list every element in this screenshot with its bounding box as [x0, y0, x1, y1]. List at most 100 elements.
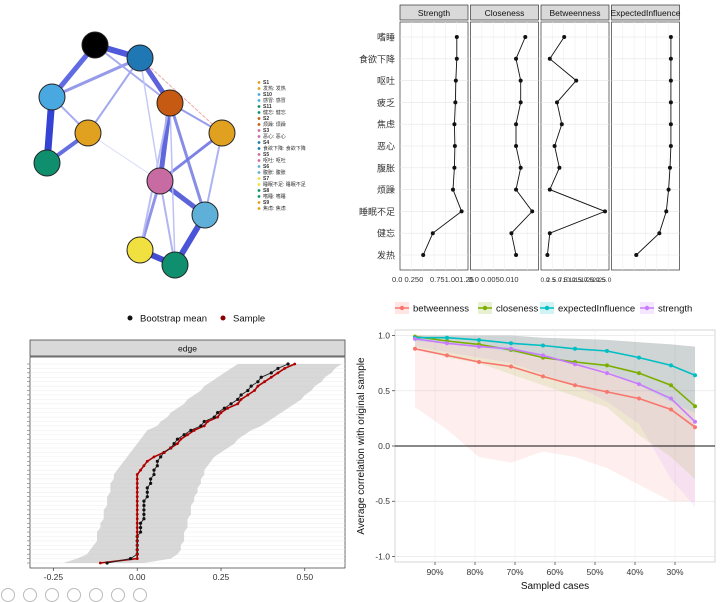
stability-point-closeness-8 — [669, 383, 673, 388]
stability-point-strength-9 — [693, 419, 697, 424]
sample-point-18 — [135, 482, 139, 485]
centrality-point-Strength-5 — [452, 144, 457, 148]
back-icon[interactable] — [45, 588, 59, 602]
x-tick-label-betweenness-1: 2.5 — [546, 277, 555, 284]
bootstrap-mean-point-12 — [142, 508, 146, 512]
sample-point-24 — [152, 455, 156, 459]
facet-title-2: Betweenness — [549, 8, 600, 18]
bootstrap-mean-point-18 — [149, 481, 153, 485]
x-tick-label-2: 70% — [506, 567, 523, 577]
play-icon[interactable] — [23, 588, 37, 602]
x-tick-label-betweenness-2: 5.0 — [552, 277, 561, 284]
y-axis-label: Average correlation with original sample — [356, 357, 367, 535]
legend-text-21: 焦虑: 焦虑 — [263, 205, 286, 212]
x-tick-label-betweenness-5: 12.5 — [569, 277, 582, 284]
x-tick-label-1: 0.00 — [129, 572, 146, 582]
centrality-point-ExpectedInfluence-9 — [657, 231, 662, 236]
legend-dot-1 — [257, 87, 261, 90]
legend-dot-6 — [257, 117, 261, 120]
sample-point-27 — [176, 442, 179, 445]
zoom-icon[interactable] — [111, 588, 125, 602]
legend-text-8: S3 — [263, 128, 269, 134]
x-tick-label-5: 40% — [626, 567, 643, 577]
facet-strip-edge — [29, 339, 346, 357]
centrality-point-Closeness-10 — [514, 253, 519, 257]
legend-key-dot-closeness — [482, 305, 488, 311]
legend-text-6: S2 — [263, 116, 269, 122]
cursor-icon[interactable] — [1, 588, 15, 602]
legend-dot-9 — [257, 135, 261, 138]
sample-point-33 — [216, 415, 220, 419]
network-edge-6 — [87, 57, 141, 134]
centrality-point-Strength-3 — [453, 100, 458, 105]
legend-text-17: 睡眠不足: 睡眠不足 — [263, 181, 306, 188]
legend-key-dot-strength — [644, 305, 650, 311]
bootstrap-mean-point-32 — [202, 419, 206, 424]
sample-point-13 — [135, 504, 139, 507]
bootstrap-mean-point-9 — [138, 521, 143, 525]
y-tick-label-8: 睡眠不足 — [359, 206, 395, 217]
legend-dot-15 — [257, 171, 261, 174]
copy-icon[interactable] — [89, 588, 103, 602]
stability-band-closeness — [415, 335, 695, 480]
network-edge-19 — [139, 57, 161, 182]
bootstrap-mean-point-16 — [145, 490, 149, 494]
bootstrap-mean-point-19 — [149, 477, 153, 481]
legend-dot-3 — [257, 99, 261, 102]
stability-point-betweenness-4 — [541, 374, 545, 379]
legend-text-11: 食欲下降: 食欲下降 — [263, 145, 306, 152]
stability-point-betweenness-3 — [509, 364, 513, 369]
legend-key-dot-expectedInfluence — [544, 305, 550, 311]
legend-dot-21 — [257, 207, 261, 210]
centrality-point-ExpectedInfluence-8 — [664, 209, 669, 214]
centrality-point-ExpectedInfluence-6 — [667, 165, 672, 170]
sample-point-30 — [192, 428, 196, 432]
stability-line-betweenness — [414, 348, 696, 428]
x-tick-label-betweenness-6: 15.0 — [575, 277, 588, 284]
centrality-point-Betweenness-5 — [552, 144, 557, 148]
sample-point-28 — [179, 437, 183, 441]
bootstrap-mean-point-44 — [276, 366, 280, 371]
stability-point-strength-0 — [413, 336, 417, 341]
legend-dot-11 — [257, 147, 261, 150]
bootstrap-mean-point-0 — [105, 561, 109, 565]
legend-text-14: S6 — [263, 164, 269, 170]
more-icon[interactable] — [133, 588, 147, 602]
stability-point-strength-4 — [541, 353, 545, 358]
sample-point-26 — [169, 446, 173, 450]
stability-point-betweenness-5 — [573, 383, 577, 388]
sample-point-22 — [142, 464, 146, 468]
sample-point-7 — [135, 530, 139, 534]
facet-title-3: ExpectedInfluence — [611, 8, 681, 18]
facet-strip-2 — [540, 4, 610, 21]
bootstrap-mean-point-42 — [259, 375, 263, 379]
bootstrap-mean-point-27 — [172, 442, 176, 446]
bootstrap-mean-point-38 — [239, 393, 243, 397]
y-tick-label-3: -0.5 — [375, 496, 390, 506]
bootstrap-mean-point-10 — [142, 517, 146, 521]
legend-text-0: S1 — [263, 80, 269, 86]
bootstrap-mean-point-31 — [199, 424, 203, 428]
centrality-point-ExpectedInfluence-1 — [668, 56, 673, 61]
legend-text-16: S7 — [263, 176, 269, 182]
stability-point-expectedInfluence-1 — [445, 335, 449, 340]
centrality-point-Betweenness-4 — [559, 122, 564, 127]
legend-label-sample: Sample — [233, 314, 265, 325]
legend-dot-17 — [257, 183, 261, 186]
pen-icon[interactable] — [67, 588, 81, 602]
stability-point-expectedInfluence-4 — [541, 343, 545, 348]
bootstrap-mean-point-33 — [212, 415, 216, 419]
bootstrap-ci-band — [63, 364, 342, 563]
bootstrap-mean-point-29 — [182, 433, 186, 437]
centrality-point-Betweenness-9 — [547, 231, 552, 236]
legend-dot-16 — [257, 177, 261, 180]
legend-dot-5 — [257, 111, 261, 114]
legend-label-strength: strength — [658, 304, 692, 315]
legend-label-bootstrap: Bootstrap mean — [140, 314, 207, 325]
network-node-11 — [161, 251, 189, 279]
x-tick-label-betweenness-3: 7.5 — [558, 277, 567, 284]
y-tick-label-4: 焦虑 — [377, 119, 395, 130]
network-node-9 — [191, 201, 219, 229]
x-tick-label-0: -0.25 — [44, 572, 64, 582]
